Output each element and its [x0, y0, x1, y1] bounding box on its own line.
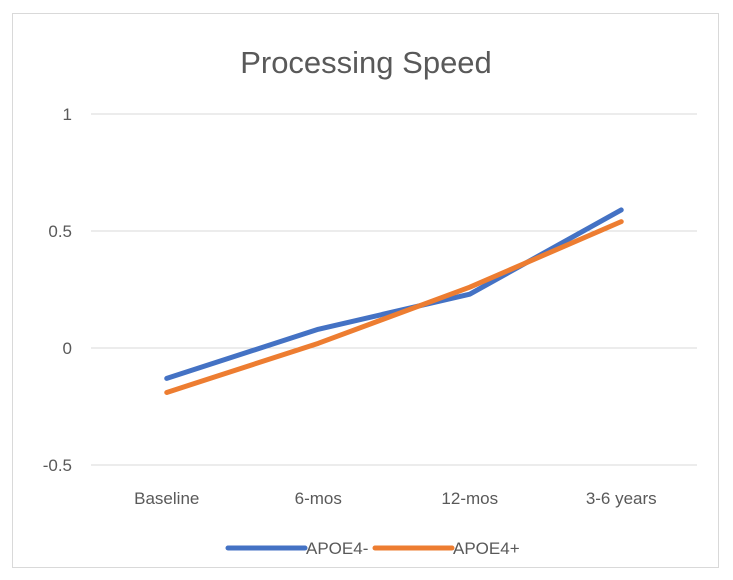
x-tick-label: 6-mos [295, 489, 342, 508]
x-tick-label: Baseline [134, 489, 199, 508]
x-tick-label: 3-6 years [586, 489, 657, 508]
x-tick-label: 12-mos [441, 489, 498, 508]
legend-label: APOE4- [306, 539, 368, 558]
legend: APOE4- APOE4+ [225, 539, 520, 558]
chart-area [12, 13, 719, 568]
gridlines [91, 113, 697, 466]
legend-label: APOE4+ [453, 539, 520, 558]
chart-title: Processing Speed [240, 45, 492, 80]
series-line-apoe4- [164, 219, 624, 395]
y-tick-label: 0.5 [48, 222, 72, 241]
y-tick-label: 0 [63, 339, 72, 358]
series-lines [164, 207, 624, 395]
series-line-apoe4- [164, 207, 624, 381]
y-tick-label: -0.5 [43, 456, 72, 475]
y-tick-label: 1 [63, 105, 72, 124]
axis-labels: 1 0.5 0 -0.5 Baseline 6-mos 12-mos 3-6 years [43, 105, 657, 508]
